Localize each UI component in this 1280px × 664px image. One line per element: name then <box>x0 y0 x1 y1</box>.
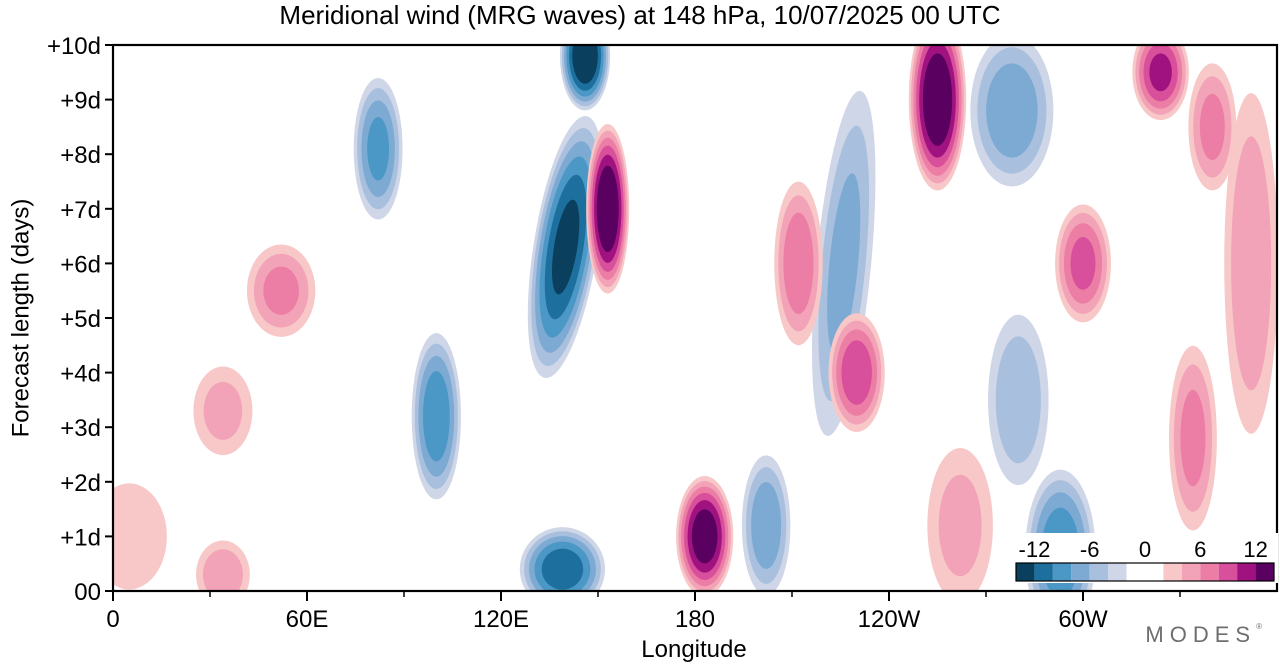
colorbar-label: 6 <box>1194 537 1206 562</box>
wind-feature-3 <box>353 77 403 220</box>
contour-level <box>1199 93 1225 161</box>
contour-level <box>1180 389 1206 487</box>
wind-feature-1 <box>527 116 604 378</box>
colorbar-swatch <box>1237 563 1256 581</box>
contour-level <box>551 199 580 295</box>
contour-level <box>1231 136 1272 391</box>
wind-feature-2 <box>411 333 461 500</box>
colorbar-swatch <box>1108 563 1127 581</box>
colorbar-label: 12 <box>1243 537 1267 562</box>
colorbar-swatch <box>1126 563 1164 581</box>
y-tick-label: +4d <box>60 361 101 388</box>
contour-level <box>113 483 167 590</box>
colorbar-swatch <box>1218 563 1238 581</box>
y-tick-label: +5d <box>60 306 101 333</box>
x-axis-ticks: 0 60E 120E 180 120W 60W <box>106 591 1181 633</box>
wind-feature-13 <box>1132 45 1189 121</box>
wind-feature-16 <box>774 181 823 346</box>
colorbar-swatch <box>1034 563 1053 581</box>
contour-level <box>202 549 243 591</box>
y-tick-label: +1d <box>60 524 101 551</box>
wind-feature-20 <box>196 540 250 591</box>
colorbar-swatch <box>1089 563 1109 581</box>
wind-feature-12 <box>908 45 967 191</box>
wind-feature-4 <box>519 527 606 591</box>
contour-level <box>986 63 1038 158</box>
y-tick-label: +2d <box>60 470 101 497</box>
contour-level <box>927 69 948 130</box>
colorbar-label: -6 <box>1080 537 1100 562</box>
contour-level <box>841 340 872 405</box>
y-axis-ticks: 00 +1d +2d +3d +4d +5d +6d +7d +8d +9d +10d <box>47 33 113 606</box>
wind-feature-24 <box>113 483 167 590</box>
colorbar: -12 -6 0 6 12 <box>1012 533 1278 583</box>
x-tick-label: 180 <box>675 606 715 633</box>
modes-logo-text: MODES <box>1145 622 1257 647</box>
contour-level <box>422 371 450 462</box>
wind-feature-6 <box>811 90 876 436</box>
colorbar-swatch <box>1200 563 1219 581</box>
y-tick-label: +9d <box>60 88 101 115</box>
contour-level <box>367 117 390 181</box>
contour-level <box>541 548 584 590</box>
colorbar-swatch <box>1163 563 1182 581</box>
wind-feature-9 <box>988 314 1049 486</box>
colorbar-frame <box>1015 562 1275 582</box>
y-tick-label: +6d <box>60 251 101 278</box>
contour-level <box>751 481 782 569</box>
y-axis-label: Forecast length (days) <box>7 199 34 438</box>
wind-feature-21 <box>193 366 253 456</box>
contour-level <box>203 381 243 440</box>
wind-feature-0 <box>559 45 611 111</box>
wind-feature-11 <box>676 475 734 591</box>
wind-feature-17 <box>1188 63 1237 191</box>
wind-feature-8 <box>970 45 1054 187</box>
y-tick-label: +7d <box>60 197 101 224</box>
colorbar-swatch <box>1016 563 1035 581</box>
contour-level <box>1149 53 1172 92</box>
contour-level <box>263 266 299 315</box>
wind-feature-15 <box>1055 204 1111 323</box>
contour-level <box>938 474 982 577</box>
x-tick-label: 60W <box>1058 606 1108 633</box>
x-tick-label: 60E <box>286 606 329 633</box>
colorbar-label: -12 <box>1019 537 1051 562</box>
y-tick-label: 00 <box>74 579 101 606</box>
colorbar-swatch <box>1052 563 1072 581</box>
colorbar-swatch <box>1255 563 1274 581</box>
contour-fields <box>113 45 1277 591</box>
wind-feature-14 <box>828 313 885 432</box>
wind-feature-22 <box>927 447 993 591</box>
x-tick-label: 120W <box>858 606 921 633</box>
colorbar-swatch <box>1181 563 1201 581</box>
x-axis-label: Longitude <box>641 636 746 663</box>
contour-level <box>691 509 718 564</box>
colorbar-label: 0 <box>1139 537 1151 562</box>
wind-feature-18 <box>1168 345 1217 531</box>
y-tick-label: +3d <box>60 415 101 442</box>
x-tick-label: 0 <box>106 606 119 633</box>
wind-feature-19 <box>246 244 316 337</box>
colorbar-swatch <box>1071 563 1090 581</box>
contour-level <box>995 336 1041 464</box>
contour-level <box>600 180 615 238</box>
wind-feature-5 <box>741 455 791 591</box>
contour-level <box>1070 237 1096 290</box>
chart-title: Meridional wind (MRG waves) at 148 hPa, … <box>279 0 1000 30</box>
contour-level <box>783 212 814 315</box>
contour-level <box>827 173 861 354</box>
x-tick-label: 120E <box>473 606 529 633</box>
modes-logo: MODES® <box>1145 622 1262 647</box>
contour-level <box>576 45 594 75</box>
wind-feature-23 <box>1224 93 1277 434</box>
wind-feature-10 <box>586 123 630 294</box>
y-tick-label: +8d <box>60 142 101 169</box>
y-tick-label: +10d <box>47 33 101 60</box>
